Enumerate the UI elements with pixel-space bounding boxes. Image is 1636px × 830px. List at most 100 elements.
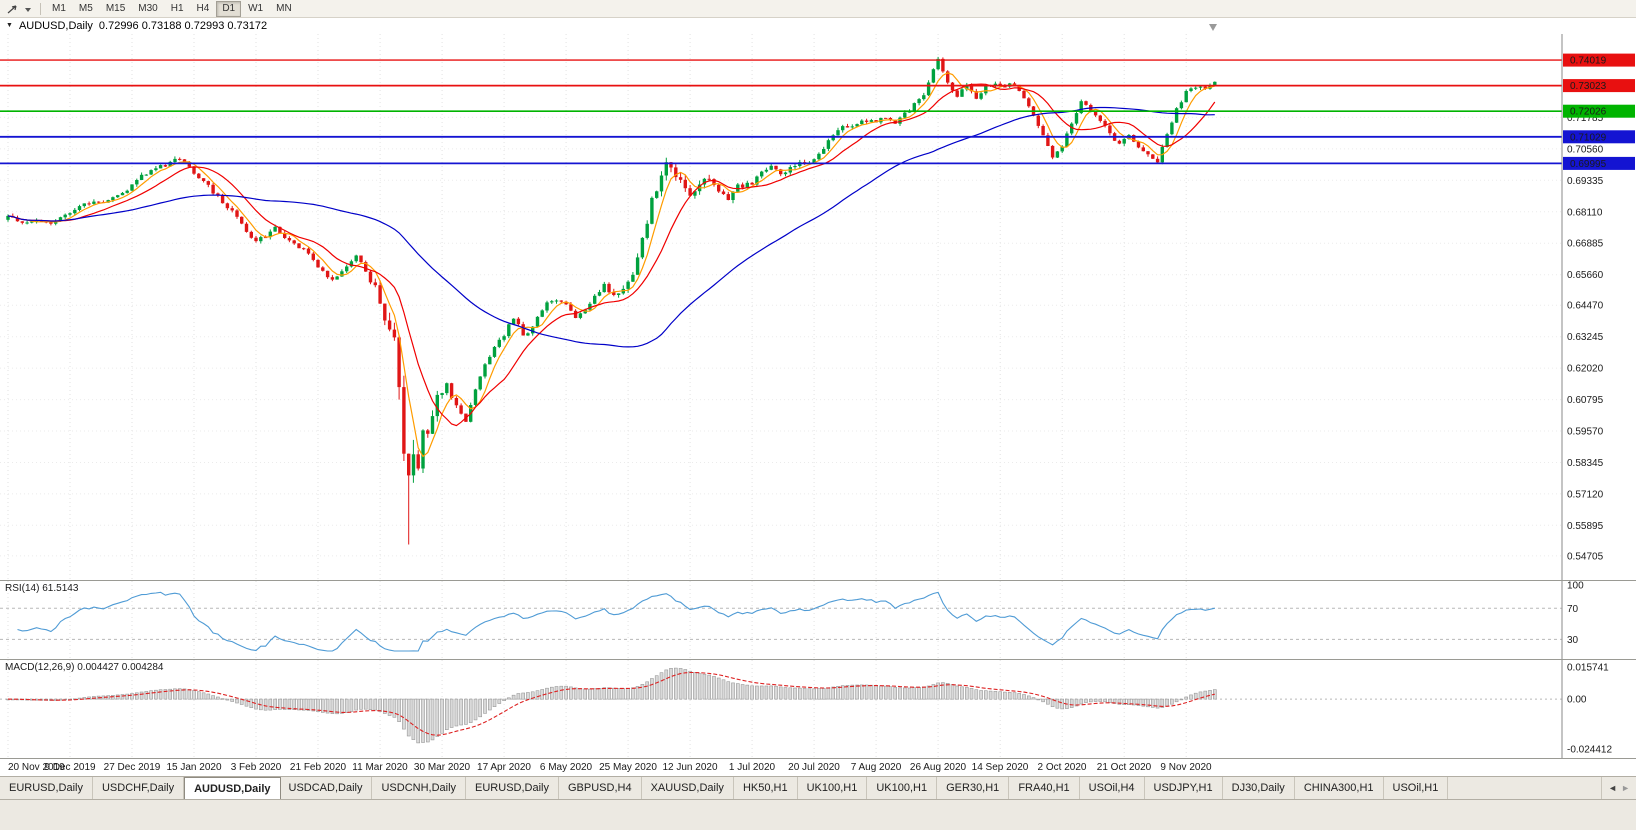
moving-averages-layer xyxy=(7,72,1216,458)
period-button-M15[interactable]: M15 xyxy=(105,2,126,14)
chart-tab-bar: EURUSD,Daily USDCHF,Daily AUDUSD,Daily USDC… xyxy=(0,776,1636,799)
status-bar xyxy=(0,799,1636,830)
chart-tab-ger30-h1[interactable]: GER30,H1 xyxy=(937,777,1010,799)
svg-text:0.57120: 0.57120 xyxy=(1567,489,1604,500)
period-button-H1[interactable]: H1 xyxy=(170,2,184,14)
window-menu-icon[interactable]: ▼ xyxy=(6,22,13,29)
period-button-MN[interactable]: MN xyxy=(276,2,292,14)
arrow-tool-icon[interactable] xyxy=(4,3,21,15)
time-axis-label: 1 Jul 2020 xyxy=(728,762,776,773)
svg-text:0.58345: 0.58345 xyxy=(1567,458,1604,469)
main-chart-canvas[interactable]: 0.71785 0.70560 0.69335 0.68110 0.66885 0.656… xyxy=(0,34,1636,580)
chart-tab-eurusd-daily[interactable]: EURUSD,Daily xyxy=(0,777,93,799)
svg-text:70: 70 xyxy=(1567,604,1579,615)
rsi-canvas[interactable]: 100 70 30 xyxy=(0,581,1636,659)
chart-tab-usdjpy-h1[interactable]: USDJPY,H1 xyxy=(1145,777,1223,799)
svg-text:-0.024412: -0.024412 xyxy=(1567,745,1612,756)
grid-layer xyxy=(7,660,1187,758)
time-axis-label: 21 Feb 2020 xyxy=(289,762,347,773)
time-axis-label: 25 May 2020 xyxy=(599,762,657,773)
chart-tab-hk50-h1[interactable]: HK50,H1 xyxy=(734,777,798,799)
dropdown-caret-icon[interactable] xyxy=(22,3,35,15)
time-axis-label: 17 Apr 2020 xyxy=(477,762,531,773)
chart-tab-usoil-h4[interactable]: USOil,H4 xyxy=(1080,777,1145,799)
chart-tab-china300-h1[interactable]: CHINA300,H1 xyxy=(1295,777,1384,799)
toolbar-separator xyxy=(40,2,41,15)
horizontal-lines-layer[interactable] xyxy=(0,59,1562,165)
time-axis-label: 14 Sep 2020 xyxy=(971,762,1029,773)
rsi-line xyxy=(17,591,1215,652)
svg-text:0.00: 0.00 xyxy=(1567,695,1587,706)
chart-tab-usoil-h1[interactable]: USOil,H1 xyxy=(1384,777,1449,799)
svg-text:0.74019: 0.74019 xyxy=(1570,56,1607,67)
macd-label: MACD(12,26,9) 0.004427 0.004284 xyxy=(5,662,164,673)
candles-layer xyxy=(6,56,1217,545)
time-axis-label: 9 Nov 2020 xyxy=(1160,762,1212,773)
svg-text:0.71785: 0.71785 xyxy=(1567,113,1604,124)
chart-ohlc-readout: 0.72996 0.73188 0.72993 0.73172 xyxy=(98,20,268,32)
period-button-M5[interactable]: M5 xyxy=(78,2,93,14)
chart-tab-gbpusd-h4[interactable]: GBPUSD,H4 xyxy=(559,777,642,799)
rsi-axis[interactable]: 100 70 30 xyxy=(1567,581,1584,646)
chart-tab-uk100-h1[interactable]: UK100,H1 xyxy=(867,777,938,799)
grid-layer xyxy=(0,34,1562,580)
svg-text:0.62020: 0.62020 xyxy=(1567,364,1604,375)
period-button-D1[interactable]: D1 xyxy=(216,0,242,17)
price-axis[interactable]: 0.71785 0.70560 0.69335 0.68110 0.66885 0.656… xyxy=(1563,53,1635,563)
time-axis-label: 12 Jun 2020 xyxy=(662,762,718,773)
time-axis[interactable]: 20 Nov 2019 9 Dec 2019 27 Dec 2019 15 Jan 2… xyxy=(0,758,1636,776)
chart-tab-xauusd-daily[interactable]: XAUUSD,Daily xyxy=(642,777,734,799)
svg-text:0.59570: 0.59570 xyxy=(1567,427,1604,438)
time-axis-label: 3 Feb 2020 xyxy=(230,762,282,773)
time-axis-label: 6 May 2020 xyxy=(539,762,593,773)
svg-text:0.70560: 0.70560 xyxy=(1567,144,1604,155)
svg-text:0.71029: 0.71029 xyxy=(1570,132,1607,143)
svg-text:0.64470: 0.64470 xyxy=(1567,301,1604,312)
svg-text:0.69335: 0.69335 xyxy=(1567,176,1604,187)
time-axis-label: 11 Mar 2020 xyxy=(352,762,408,773)
timeframe-toolbar: M1 M5 M15 M30 H1 H4 D1 W1 MN xyxy=(0,0,1636,18)
svg-text:0.66885: 0.66885 xyxy=(1567,239,1604,250)
pane-splitter[interactable] xyxy=(0,659,1636,660)
time-axis-label: 27 Dec 2019 xyxy=(103,762,161,773)
time-axis-label: 2 Oct 2020 xyxy=(1037,762,1087,773)
time-axis-label: 20 Jul 2020 xyxy=(788,762,840,773)
chart-tab-usdcad-daily[interactable]: USDCAD,Daily xyxy=(280,777,373,799)
period-button-M30[interactable]: M30 xyxy=(138,2,158,14)
svg-text:30: 30 xyxy=(1567,635,1579,646)
svg-text:0.015741: 0.015741 xyxy=(1567,663,1609,674)
period-buttons-group: M1 M5 M15 M30 H1 H4 D1 W1 MN xyxy=(46,0,298,17)
chart-header: ▼ AUDUSD,Daily 0.72996 0.73188 0.72993 0… xyxy=(0,18,1636,34)
chart-tab-usdchf-daily[interactable]: USDCHF,Daily xyxy=(93,777,185,799)
time-axis-label: 20 Nov 2019 xyxy=(8,762,65,773)
main-chart-pane: 0.71785 0.70560 0.69335 0.68110 0.66885 0.656… xyxy=(0,34,1636,580)
chart-tab-audusd-daily[interactable]: AUDUSD,Daily xyxy=(184,777,281,799)
chart-tab-uk100-h1[interactable]: UK100,H1 xyxy=(798,777,868,799)
tab-scroll-left-button[interactable]: ◄ xyxy=(1608,783,1618,793)
period-button-M1[interactable]: M1 xyxy=(52,2,66,14)
time-axis-label: 9 Dec 2019 xyxy=(44,762,96,773)
chart-tab-usdcnh-daily[interactable]: USDCNH,Daily xyxy=(372,777,467,799)
grid-layer xyxy=(7,581,1187,659)
svg-text:0.72026: 0.72026 xyxy=(1570,107,1607,118)
pane-splitter[interactable] xyxy=(0,580,1636,581)
chart-tab-fra40-h1[interactable]: FRA40,H1 xyxy=(1009,777,1080,799)
svg-text:0.69995: 0.69995 xyxy=(1570,159,1607,170)
macd-canvas[interactable]: 0.015741 0.00 -0.024412 xyxy=(0,660,1636,758)
period-button-H4[interactable]: H4 xyxy=(196,2,210,14)
rsi-label: RSI(14) 61.5143 xyxy=(5,583,79,594)
time-axis-label: 30 Mar 2020 xyxy=(413,762,471,773)
period-button-W1[interactable]: W1 xyxy=(248,2,264,14)
tab-scroll-right-button[interactable]: ► xyxy=(1621,783,1630,793)
macd-histogram xyxy=(6,667,1217,744)
chart-shift-marker-icon[interactable] xyxy=(1209,24,1217,31)
svg-text:0.60795: 0.60795 xyxy=(1567,395,1604,406)
time-axis-label: 26 Aug 2020 xyxy=(909,762,967,773)
chart-tab-dj30-daily[interactable]: DJ30,Daily xyxy=(1223,777,1295,799)
chart-tab-eurusd-daily[interactable]: EURUSD,Daily xyxy=(466,777,559,799)
macd-axis[interactable]: 0.015741 0.00 -0.024412 xyxy=(1567,663,1612,756)
time-axis-label: 15 Jan 2020 xyxy=(166,762,222,773)
svg-text:0.54705: 0.54705 xyxy=(1567,551,1604,562)
time-axis-label: 21 Oct 2020 xyxy=(1096,762,1152,773)
chart-symbol-period: AUDUSD,Daily xyxy=(18,20,93,32)
